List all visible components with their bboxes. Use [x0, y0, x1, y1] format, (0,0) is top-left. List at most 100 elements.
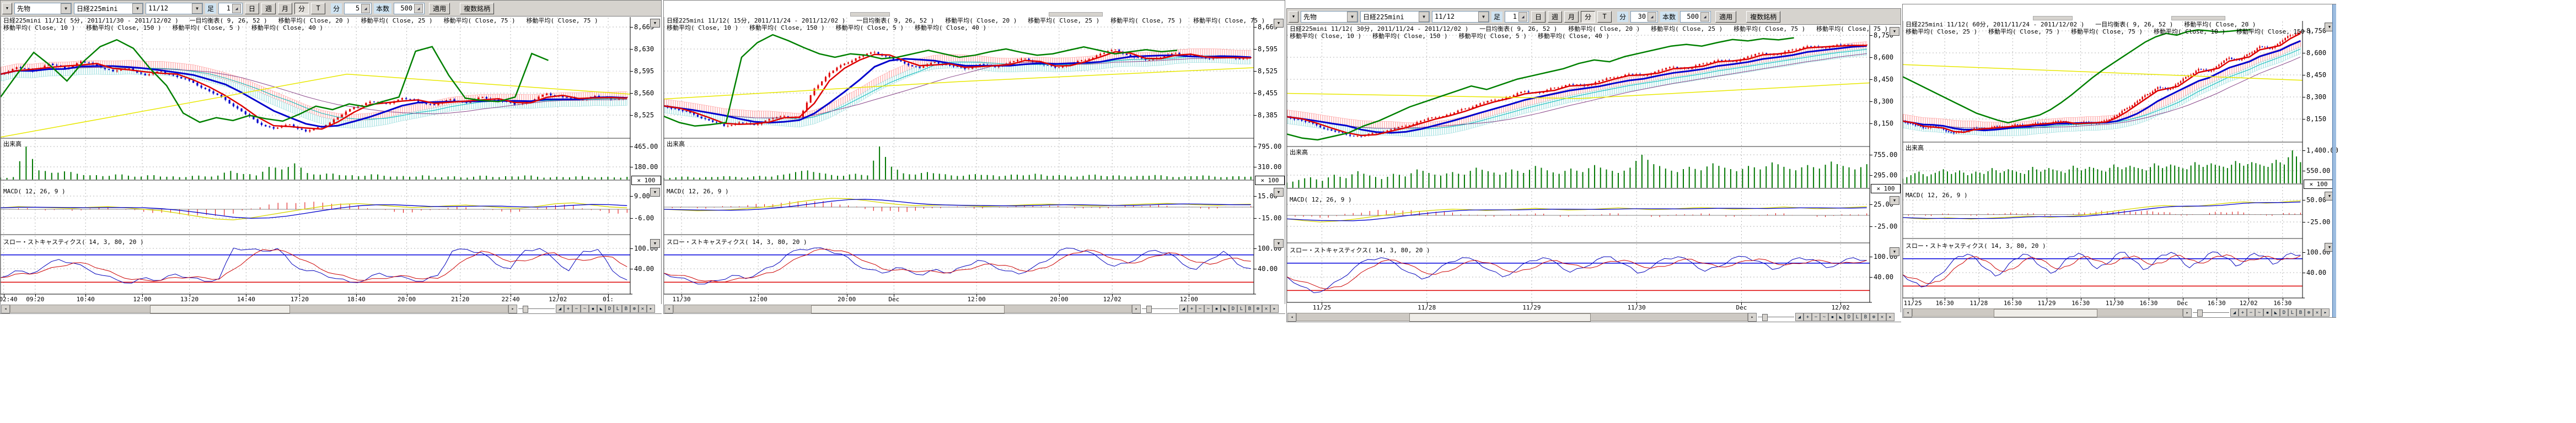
stoch-pane-dropdown[interactable]: ▼ — [650, 239, 660, 248]
l-tool-button[interactable]: L — [614, 305, 622, 313]
d-tool-button[interactable]: D — [605, 305, 614, 313]
trend-tool-button[interactable]: ◣ — [2272, 308, 2280, 317]
target-tool-button[interactable]: ⊕ — [1254, 305, 1262, 313]
bottom-scroll-row: ◂▸◢+−~▪◣DLB⊕✕▸ — [1287, 312, 1901, 322]
d-tool-button[interactable]: D — [1229, 305, 1237, 313]
chevron-down-icon: ▼ — [1893, 198, 1896, 203]
crosshair-tool-button[interactable]: + — [1804, 313, 1812, 321]
zoom-tool-button[interactable]: ◢ — [556, 305, 564, 313]
scroll-right-button[interactable]: ▸ — [508, 305, 517, 313]
trend-tool-button[interactable]: ◣ — [1221, 305, 1229, 313]
play-tool-button[interactable]: ▸ — [1270, 305, 1279, 313]
play-tool-button[interactable]: ▸ — [647, 305, 655, 313]
bottom-scroll-row: ◂▸◢+−~▪◣DLB⊕✕▸ — [1903, 308, 2336, 317]
crosshair-tool-button[interactable]: + — [2239, 308, 2247, 317]
zoom-slider-thumb[interactable] — [1762, 314, 1768, 321]
scroll-left-button[interactable]: ◂ — [1287, 313, 1296, 322]
zoom-tool-button[interactable]: ◢ — [2230, 308, 2239, 317]
chart-plot-area[interactable] — [1903, 21, 2303, 298]
scrollbar-thumb[interactable] — [1994, 309, 2097, 317]
hline-tool-button[interactable]: − — [2247, 308, 2255, 317]
crosshair-tool-button[interactable]: + — [564, 305, 572, 313]
zoom-slider-thumb[interactable] — [1146, 306, 1152, 313]
scroll-right-icon: ▸ — [512, 306, 514, 311]
hline-tool-button[interactable]: − — [1196, 305, 1204, 313]
scroll-left-button[interactable]: ◂ — [1903, 308, 1912, 317]
macd-pane-dropdown[interactable]: ▼ — [1274, 188, 1284, 197]
bottom-scroll-row: ◂▸◢+−~▪◣DLB⊕✕▸ — [1, 304, 662, 313]
zoom-tool-button[interactable]: ◢ — [1179, 305, 1188, 313]
delete-tool-button[interactable]: ✕ — [2313, 308, 2321, 317]
zoom-slider-thumb[interactable] — [523, 306, 528, 313]
scroll-left-icon: ◂ — [4, 306, 7, 311]
target-tool-button[interactable]: ⊕ — [2305, 308, 2313, 317]
price-pane-dropdown[interactable]: ▼ — [650, 19, 660, 28]
delete-tool-button[interactable]: ✕ — [638, 305, 647, 313]
point-tool-button[interactable]: ▪ — [1828, 313, 1837, 321]
horizontal-scrollbar[interactable] — [1912, 308, 2183, 317]
zoom-slider[interactable] — [518, 305, 555, 313]
hline-tool-button[interactable]: − — [1812, 313, 1820, 321]
d-tool-button[interactable]: D — [2280, 308, 2288, 317]
delete-tool-button[interactable]: ✕ — [1878, 313, 1886, 321]
l-tool-button[interactable]: L — [2288, 308, 2296, 317]
scroll-right-button[interactable]: ▸ — [1748, 313, 1757, 322]
price-pane-dropdown[interactable]: ▼ — [1890, 27, 1899, 36]
target-tool-button[interactable]: ⊕ — [630, 305, 638, 313]
play-tool-button[interactable]: ▸ — [1886, 313, 1895, 321]
scroll-left-button[interactable]: ◂ — [664, 305, 673, 313]
point-tool-button[interactable]: ▪ — [1212, 305, 1221, 313]
horizontal-scrollbar[interactable] — [673, 305, 1132, 313]
wave-tool-button[interactable]: ~ — [581, 305, 589, 313]
stoch-pane-dropdown[interactable]: ▼ — [1890, 247, 1899, 256]
chart-plot-area[interactable] — [1287, 25, 1870, 302]
volume-multiplier-box: × 100 — [2304, 180, 2333, 189]
d-tool-button[interactable]: D — [1845, 313, 1853, 321]
scroll-right-icon: ▸ — [1751, 314, 1754, 319]
play-tool-button[interactable]: ▸ — [2321, 308, 2330, 317]
price-pane-dropdown[interactable]: ▼ — [1274, 19, 1284, 28]
scrollbar-thumb[interactable] — [811, 305, 1005, 313]
crosshair-tool-button[interactable]: + — [1188, 305, 1196, 313]
b-tool-button[interactable]: B — [1246, 305, 1254, 313]
zoom-tool-button[interactable]: ◢ — [1795, 313, 1804, 321]
scroll-right-button[interactable]: ▸ — [1132, 305, 1141, 313]
l-tool-button[interactable]: L — [1237, 305, 1246, 313]
volume-multiplier-box: × 100 — [1255, 176, 1285, 185]
wave-tool-button[interactable]: ~ — [2255, 308, 2263, 317]
point-tool-button[interactable]: ▪ — [2263, 308, 2272, 317]
b-tool-button[interactable]: B — [622, 305, 630, 313]
horizontal-scrollbar[interactable] — [1296, 313, 1748, 321]
wave-tool-button[interactable]: ~ — [1204, 305, 1212, 313]
scroll-right-button[interactable]: ▸ — [2183, 308, 2192, 317]
zoom-slider[interactable] — [1758, 313, 1794, 321]
chevron-down-icon: ▼ — [1278, 190, 1280, 194]
trend-tool-button[interactable]: ◣ — [1837, 313, 1845, 321]
target-tool-button[interactable]: ⊕ — [1870, 313, 1878, 321]
chevron-down-icon: ▼ — [1893, 250, 1896, 254]
bottom-scroll-row: ◂▸◢+−~▪◣DLB⊕✕▸ — [664, 304, 1285, 313]
trend-tool-button[interactable]: ◣ — [597, 305, 605, 313]
b-tool-button[interactable]: B — [2296, 308, 2305, 317]
delete-tool-button[interactable]: ✕ — [1262, 305, 1270, 313]
chevron-down-icon: ▼ — [654, 21, 656, 25]
chart-plot-area[interactable] — [1, 17, 630, 294]
scrollbar-thumb[interactable] — [150, 305, 291, 313]
chart-plot-area[interactable] — [664, 17, 1254, 294]
zoom-slider-thumb[interactable] — [2197, 310, 2203, 317]
stoch-pane-dropdown[interactable]: ▼ — [1274, 239, 1284, 248]
l-tool-button[interactable]: L — [1853, 313, 1861, 321]
chevron-down-icon: ▼ — [654, 241, 656, 246]
wave-tool-button[interactable]: ~ — [1820, 313, 1828, 321]
scroll-left-button[interactable]: ◂ — [1, 305, 10, 313]
horizontal-scrollbar[interactable] — [10, 305, 508, 313]
b-tool-button[interactable]: B — [1861, 313, 1870, 321]
zoom-slider[interactable] — [1142, 305, 1178, 313]
hline-tool-button[interactable]: − — [572, 305, 581, 313]
macd-pane-dropdown[interactable]: ▼ — [650, 188, 660, 197]
zoom-slider[interactable] — [2193, 308, 2229, 317]
scrollbar-thumb[interactable] — [1409, 313, 1591, 322]
point-tool-button[interactable]: ▪ — [589, 305, 597, 313]
scroll-right-icon: ▸ — [2186, 310, 2189, 315]
macd-pane-dropdown[interactable]: ▼ — [1890, 196, 1899, 205]
